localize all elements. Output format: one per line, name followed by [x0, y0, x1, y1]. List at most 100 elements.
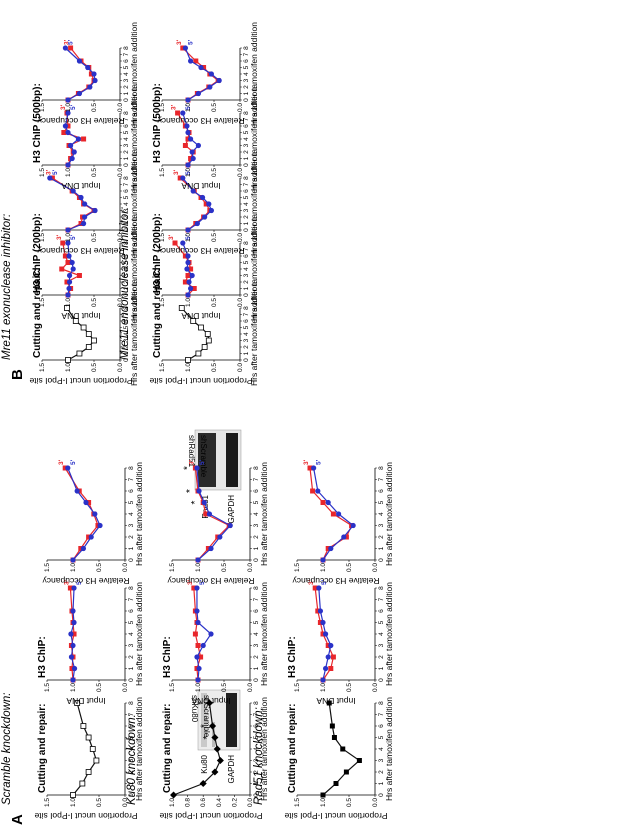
chart-9-ytick-label: 0.5	[91, 363, 98, 372]
chart-11-point	[81, 220, 87, 227]
chart-2-xtick-label: 2	[128, 535, 135, 539]
chart-5-xtick-label: 8	[253, 466, 260, 470]
chart-4-ytick-label: 1.5	[169, 683, 176, 692]
chart-18-point	[193, 58, 199, 64]
chart-11-point	[82, 214, 88, 220]
chart-4-xtick-label: 5	[253, 620, 260, 624]
chart-17-ytick-label: 1.0	[185, 168, 192, 177]
chart-16-xtick-label: 8	[243, 176, 250, 180]
chart-2-point	[65, 465, 71, 471]
chart-10-point	[66, 285, 72, 292]
panel-label-b: B	[9, 369, 26, 380]
chart-8-xtick-label: 4	[378, 512, 385, 516]
panel-label-a: A	[9, 814, 26, 825]
chart-12-point	[65, 110, 71, 116]
chart-4-xtick-label: 0	[253, 678, 260, 682]
chart-5-point	[208, 545, 214, 552]
chart-0-point	[93, 757, 100, 764]
chart-0-ytick-label: 0.5	[96, 798, 103, 807]
chart-13-ytick-label: 1.5	[39, 103, 46, 112]
chart-9-xtick-label: 0	[123, 358, 130, 362]
chart-6-xtick-label: 8	[378, 701, 385, 705]
chart-15-xtick-label: 3	[243, 273, 250, 277]
chart-15-xtick-label: 5	[243, 260, 250, 264]
chart-11-point	[65, 227, 71, 233]
chart-16-ytick-label: 0.5	[211, 233, 218, 242]
chart-17-ytick-label: 0.0	[237, 168, 244, 177]
chart-1-point	[68, 631, 74, 637]
chart-17-point	[180, 110, 186, 116]
chart-5-point	[203, 511, 209, 517]
chart-4-point	[192, 631, 198, 637]
chart-8-point	[320, 500, 326, 505]
chart-18-xtick-label: 1	[243, 91, 250, 95]
chart-11-xtick-label: 4	[123, 202, 130, 206]
chart-14-ylabel: Proportion uncut I-PpoI site	[149, 376, 252, 386]
chart-16-ylabel: Relative H3 occupancy	[157, 246, 245, 256]
chart-3-xtick-label: 3	[253, 758, 260, 762]
chart-18: 0.0 0.5 1.0 1.5 0 1 2 3 4 5 6 7 8 Hrs after tamoxifen…	[157, 22, 259, 126]
chart-7-point	[323, 665, 329, 672]
chart-2-ytick-label: 1.5	[44, 563, 51, 572]
chart-0-title: Cutting and repair:	[37, 704, 48, 793]
chart-5-xtick-label: 6	[253, 489, 260, 493]
chart-17-point	[195, 142, 201, 149]
chart-6-xtick-label: 2	[378, 770, 385, 774]
chart-9-point	[72, 318, 79, 324]
chart-13-xtick-label: 5	[123, 65, 130, 69]
chart-3-ytick-label: 0.6	[200, 798, 207, 807]
chart-12-xtick-label: 2	[123, 150, 130, 154]
chart-9-xtick-label: 3	[123, 338, 130, 342]
chart-14-ytick-label: 1.0	[185, 363, 192, 372]
chart-14-title: Cutting and repair:	[152, 269, 163, 358]
chart-9-point	[80, 324, 87, 331]
chart-0-xtick-label: 2	[128, 770, 135, 774]
chart-10-series-0-label: 3'	[56, 234, 63, 240]
chart-4-point	[198, 654, 204, 660]
chart-5-xtick-label: 2	[253, 535, 260, 539]
chart-9-ytick-label: 0.0	[117, 363, 124, 372]
chart-1-point	[70, 642, 76, 649]
chart-13-point	[65, 97, 71, 103]
chart-18-xtick-label: 4	[243, 72, 250, 76]
chart-5-star: *	[190, 500, 201, 504]
chart-10-point	[76, 273, 82, 278]
chart-10-title: H3 ChIP (200bp):	[32, 213, 43, 293]
chart-11-point	[82, 201, 88, 207]
chart-1-xtick-label: 3	[128, 643, 135, 647]
chart-11-series-1-label: 5'	[52, 169, 59, 175]
chart-0-point	[79, 780, 86, 787]
chart-10-point	[65, 240, 71, 246]
chart-5-point	[201, 499, 207, 506]
rad51-blot-row-gapdh: GAPDH	[227, 495, 236, 524]
chart-12-xtick-label: 8	[123, 111, 130, 115]
ku80-band-ku80-lane1	[201, 693, 207, 747]
chart-3-point	[205, 699, 213, 707]
chart-14-point	[185, 357, 191, 363]
chart-15-point	[188, 266, 194, 272]
chart-10-point	[59, 266, 65, 272]
chart-17-xtick-label: 6	[243, 124, 250, 128]
chart-12-xtick-label: 1	[123, 156, 130, 160]
chart-10-xtick-label: 3	[123, 273, 130, 277]
chart-1-point	[71, 619, 77, 626]
chart-9-xtick-label: 5	[123, 325, 130, 329]
chart-7-xtick-label: 7	[378, 597, 385, 601]
chart-5-xtick-label: 3	[253, 523, 260, 527]
chart-14-xtick-label: 4	[243, 332, 250, 336]
chart-11-xtick-label: 2	[123, 215, 130, 219]
chart-3-point	[216, 756, 224, 765]
chart-7-series-1-label: 5'	[321, 579, 328, 585]
chart-1-xtick-label: 5	[128, 620, 135, 624]
chart-10-series-1-label: 5'	[70, 234, 77, 240]
chart-11-xtick-label: 8	[123, 176, 130, 180]
chart-13-point	[76, 90, 83, 97]
ku80-blot-row-ku80: Ku80	[200, 754, 209, 773]
chart-12-point	[75, 136, 82, 142]
chart-14-point	[198, 324, 204, 331]
chart-5-ylabel: Relative H3 occupancy	[167, 576, 255, 586]
chart-7-title: H3 ChIP:	[287, 636, 298, 678]
chart-3-point	[170, 791, 178, 799]
chart-4-title: H3 ChIP:	[162, 636, 173, 678]
